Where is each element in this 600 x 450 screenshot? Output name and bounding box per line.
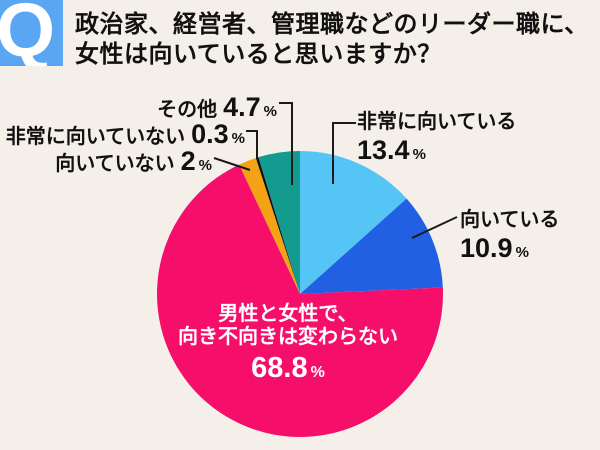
pie-slice-1 bbox=[300, 198, 443, 294]
question-title-line2: 女性は向いていると思いますか？ bbox=[75, 41, 442, 68]
leader-line-suited bbox=[411, 216, 458, 239]
question-title: 政治家、経営者、管理職などのリーダー職に、 女性は向いていると思いますか？ bbox=[75, 10, 589, 70]
leader-line-very-suited bbox=[332, 122, 356, 184]
pie-slice-4 bbox=[255, 157, 300, 294]
label-very-suited-text: 非常に向いている bbox=[357, 111, 517, 133]
label-suited-text: 向いている bbox=[460, 209, 560, 231]
leader-line-very-unsuited bbox=[246, 130, 258, 158]
pie-slice-2 bbox=[156, 164, 443, 437]
label-unsuited-value: 2 bbox=[180, 146, 196, 176]
question-title-line1: 政治家、経営者、管理職などのリーダー職に、 bbox=[75, 11, 589, 38]
label-unsuited-unit: % bbox=[198, 157, 212, 174]
label-very-suited-unit: % bbox=[412, 146, 426, 163]
label-no-difference: 男性と女性で、 向き不向きは変わらない 68.8% bbox=[138, 303, 438, 383]
label-very-unsuited-text: 非常に向いていない bbox=[5, 126, 186, 148]
pie-slice-0 bbox=[300, 151, 407, 294]
label-very-unsuited-unit: % bbox=[231, 130, 245, 147]
label-suited-value: 10.9 bbox=[460, 233, 513, 263]
leader-lines bbox=[213, 102, 458, 239]
pie-slices bbox=[156, 151, 443, 437]
q-badge: Q bbox=[0, 0, 63, 66]
q-badge-letter: Q bbox=[0, 0, 56, 66]
label-very-unsuited: 非常に向いていない 0.3% bbox=[6, 121, 245, 148]
label-no-difference-value: 68.8 bbox=[251, 352, 308, 384]
label-unsuited-text: 向いていない bbox=[55, 153, 175, 175]
leader-line-other bbox=[279, 102, 293, 185]
label-unsuited: 向いていない 2% bbox=[55, 148, 212, 175]
label-very-unsuited-value: 0.3 bbox=[191, 119, 229, 149]
label-other-value: 4.7 bbox=[223, 92, 261, 122]
label-no-difference-unit: % bbox=[310, 364, 325, 381]
label-other-text: その他 bbox=[157, 99, 218, 121]
label-no-difference-line1: 男性と女性で、 bbox=[218, 303, 358, 325]
leader-line-unsuited bbox=[213, 157, 251, 171]
label-very-suited: 非常に向いている 13.4% bbox=[357, 111, 516, 164]
label-other-unit: % bbox=[263, 103, 277, 120]
pie-slice-5 bbox=[258, 151, 300, 294]
label-suited-unit: % bbox=[515, 244, 529, 261]
label-other: その他 4.7% bbox=[157, 94, 277, 121]
label-no-difference-line2: 向き不向きは変わらない bbox=[178, 326, 398, 348]
label-suited: 向いている 10.9% bbox=[460, 209, 559, 262]
label-very-suited-value: 13.4 bbox=[357, 135, 410, 165]
pie-slice-3 bbox=[239, 157, 300, 294]
